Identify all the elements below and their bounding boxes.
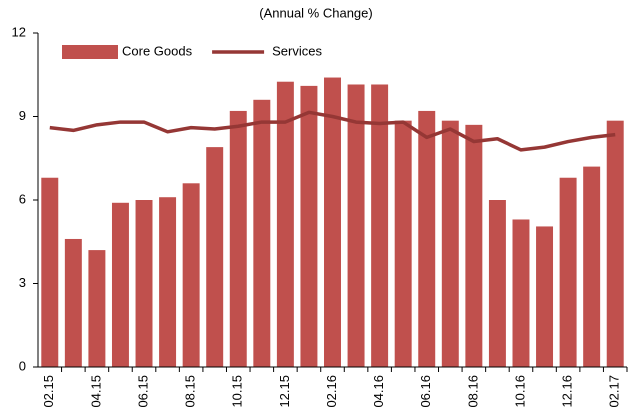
x-tick-label: 02.17 xyxy=(607,375,622,408)
x-tick-label: 12.15 xyxy=(277,375,292,408)
bar xyxy=(512,219,530,367)
bar xyxy=(41,177,59,367)
bar xyxy=(135,200,153,367)
legend-label: Core Goods xyxy=(122,43,193,58)
y-tick-label: 6 xyxy=(19,191,26,206)
x-tick-label: 08.15 xyxy=(183,375,198,408)
bar xyxy=(276,81,294,367)
bar xyxy=(347,84,365,367)
bar xyxy=(229,110,247,367)
x-tick-label: 12.16 xyxy=(560,375,575,408)
bar xyxy=(488,200,506,367)
x-tick-label: 10.16 xyxy=(512,375,527,408)
bar xyxy=(465,124,483,367)
x-tick-label: 04.16 xyxy=(371,375,386,408)
bar xyxy=(583,166,601,367)
bar xyxy=(418,110,436,367)
x-tick-label: 04.15 xyxy=(88,375,103,408)
x-tick-label: 06.15 xyxy=(135,375,150,408)
bar xyxy=(206,147,224,367)
bar xyxy=(88,250,106,367)
bar xyxy=(159,197,177,367)
bar xyxy=(559,177,577,367)
y-tick-label: 12 xyxy=(12,24,26,39)
bar xyxy=(324,77,341,368)
bar xyxy=(64,238,82,367)
bar xyxy=(536,226,554,367)
legend-label: Services xyxy=(272,43,322,58)
bar xyxy=(253,99,271,368)
y-tick-label: 9 xyxy=(19,108,26,123)
x-tick-label: 02.16 xyxy=(324,375,339,408)
x-tick-label: 02.15 xyxy=(41,375,56,408)
bar xyxy=(111,202,129,367)
chart-title: (Annual % Change) xyxy=(259,5,372,20)
bar xyxy=(441,120,459,367)
bar xyxy=(182,183,200,367)
x-tick-label: 10.15 xyxy=(230,375,245,408)
y-tick-label: 3 xyxy=(19,275,26,290)
x-tick-label: 06.16 xyxy=(418,375,433,408)
bar xyxy=(371,84,389,367)
line-series xyxy=(49,110,616,152)
bar xyxy=(300,85,318,367)
y-tick-label: 0 xyxy=(19,358,26,373)
x-tick-label: 08.16 xyxy=(465,375,480,408)
bar xyxy=(606,120,624,367)
legend-swatch xyxy=(62,45,118,59)
bar xyxy=(394,120,412,367)
